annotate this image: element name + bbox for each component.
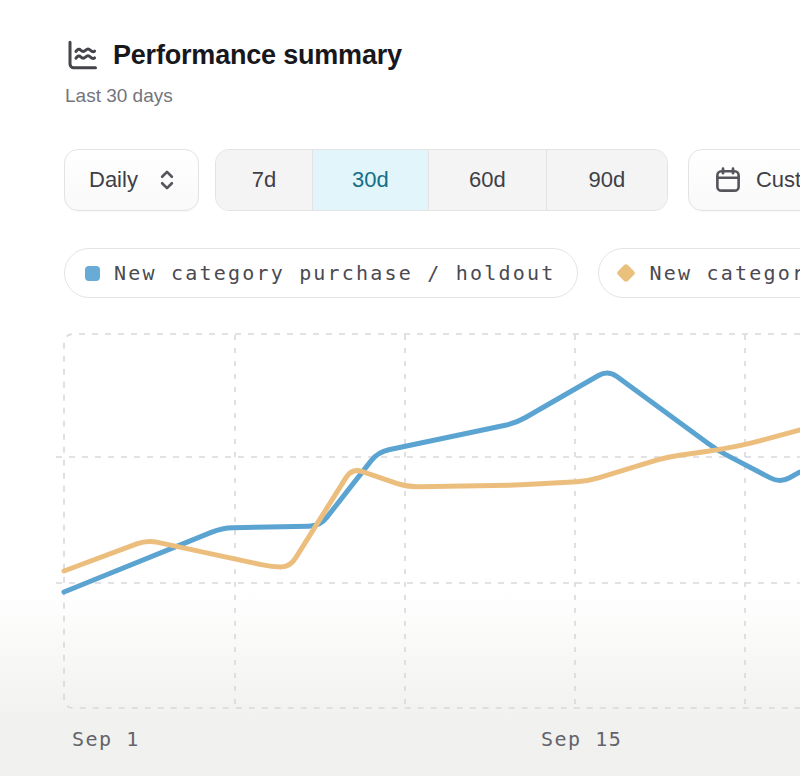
- legend-swatch-square: [85, 266, 100, 281]
- updown-chevrons-icon: [156, 167, 178, 193]
- page-subtitle: Last 30 days: [65, 85, 173, 107]
- controls-row: Daily 7d 30d 60d 90d Custom: [64, 149, 800, 211]
- legend-label: New category purchase: [649, 261, 800, 285]
- range-button-60d[interactable]: 60d: [428, 150, 546, 210]
- range-button-30d[interactable]: 30d: [312, 150, 428, 210]
- legend-label: New category purchase / holdout: [114, 261, 555, 285]
- header: Performance summary: [64, 37, 402, 73]
- chart-plot-area: [0, 330, 800, 750]
- legend-swatch-diamond: [617, 263, 637, 283]
- calendar-icon: [713, 165, 743, 195]
- performance-summary-panel: Performance summary Last 30 days Daily 7…: [0, 0, 800, 776]
- granularity-value: Daily: [89, 167, 138, 193]
- range-button-90d[interactable]: 90d: [546, 150, 667, 210]
- legend: New category purchase / holdout New cate…: [64, 248, 800, 298]
- x-axis-tick-sep1: Sep 1: [72, 727, 140, 751]
- custom-range-label: Custom: [756, 167, 800, 193]
- legend-pill-purchase[interactable]: New category purchase: [598, 248, 800, 298]
- custom-range-button[interactable]: Custom: [688, 149, 800, 211]
- range-segmented-control: 7d 30d 60d 90d: [215, 149, 668, 211]
- series-line-0: [64, 373, 800, 592]
- page-title: Performance summary: [113, 40, 402, 71]
- granularity-select[interactable]: Daily: [64, 149, 199, 211]
- x-axis-tick-sep15: Sep 15: [541, 727, 622, 751]
- legend-pill-holdout[interactable]: New category purchase / holdout: [64, 248, 578, 298]
- range-button-7d[interactable]: 7d: [216, 150, 312, 210]
- line-chart[interactable]: [0, 330, 800, 750]
- chart-lines-icon: [64, 37, 100, 73]
